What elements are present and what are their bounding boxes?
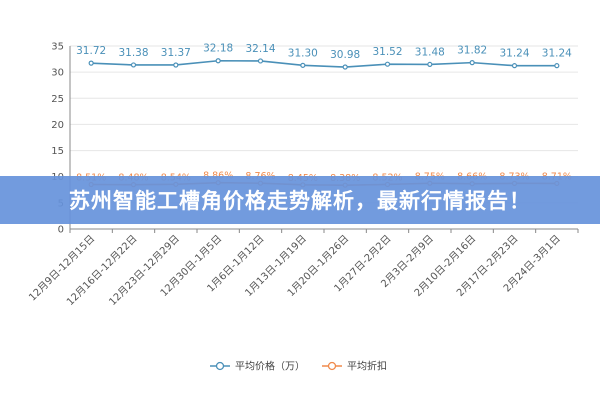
data-label-price: 31.24 bbox=[542, 48, 572, 60]
legend-item-price: 平均价格（万） bbox=[210, 360, 305, 373]
series-layer: 31.72 31.38 31.37 32.18 32.14 31.30 30.98 31.52… bbox=[76, 43, 572, 188]
data-point-price bbox=[173, 62, 179, 68]
data-label-price: 32.14 bbox=[245, 43, 275, 55]
data-point-price bbox=[215, 58, 221, 64]
data-label-price: 31.82 bbox=[457, 45, 487, 57]
data-point-price bbox=[384, 61, 391, 67]
legend-label: 平均折扣 bbox=[347, 360, 387, 373]
banner-text: 苏州智能工槽角价格走势解析，最新行情报告！ bbox=[69, 189, 531, 213]
x-tick-label: 12月23日-12月29日 bbox=[107, 233, 182, 308]
data-point-price bbox=[469, 60, 475, 66]
legend-swatch-marker bbox=[215, 361, 225, 371]
data-point-price bbox=[511, 63, 518, 69]
y-tick-label: 35 bbox=[51, 42, 64, 53]
data-label-price: 31.48 bbox=[415, 46, 445, 58]
data-point-price bbox=[342, 64, 348, 70]
data-point-price bbox=[427, 61, 433, 68]
y-tick-label: 20 bbox=[51, 120, 64, 131]
data-label-price: 31.72 bbox=[76, 45, 106, 57]
data-point-price bbox=[257, 58, 264, 64]
data-label-price: 31.38 bbox=[118, 47, 148, 59]
series-price: 31.72 31.38 31.37 32.18 32.14 31.30 30.98 31.52… bbox=[76, 43, 572, 70]
data-label-price: 31.52 bbox=[372, 46, 402, 58]
data-label-price: 31.30 bbox=[288, 47, 318, 59]
data-point-price bbox=[88, 60, 94, 66]
title-banner: 苏州智能工槽角价格走势解析，最新行情报告！ bbox=[0, 176, 600, 224]
legend-label: 平均价格（万） bbox=[235, 360, 305, 373]
y-tick-label: 30 bbox=[51, 68, 64, 79]
y-tick-label: 0 bbox=[58, 225, 64, 236]
legend-swatch-marker bbox=[327, 361, 337, 371]
data-point-price bbox=[554, 63, 560, 69]
data-point-price bbox=[130, 62, 137, 68]
data-label-price: 31.37 bbox=[161, 47, 191, 59]
series-line-price bbox=[91, 59, 557, 68]
y-tick-label: 15 bbox=[51, 146, 64, 157]
legend-item-discount: 平均折扣 bbox=[322, 360, 387, 373]
data-label-price: 31.24 bbox=[499, 48, 529, 60]
x-tick-label: 12月16日-12月22日 bbox=[64, 233, 139, 308]
data-label-price: 32.18 bbox=[203, 43, 233, 55]
data-point-price bbox=[300, 62, 306, 68]
data-label-price: 30.98 bbox=[330, 49, 360, 61]
x-axis: 12月9日-12月15日12月16日-12月22日12月23日-12月29日12… bbox=[26, 228, 579, 308]
legend: 平均价格（万） 平均折扣 bbox=[210, 360, 387, 373]
y-tick-label: 25 bbox=[51, 94, 64, 105]
